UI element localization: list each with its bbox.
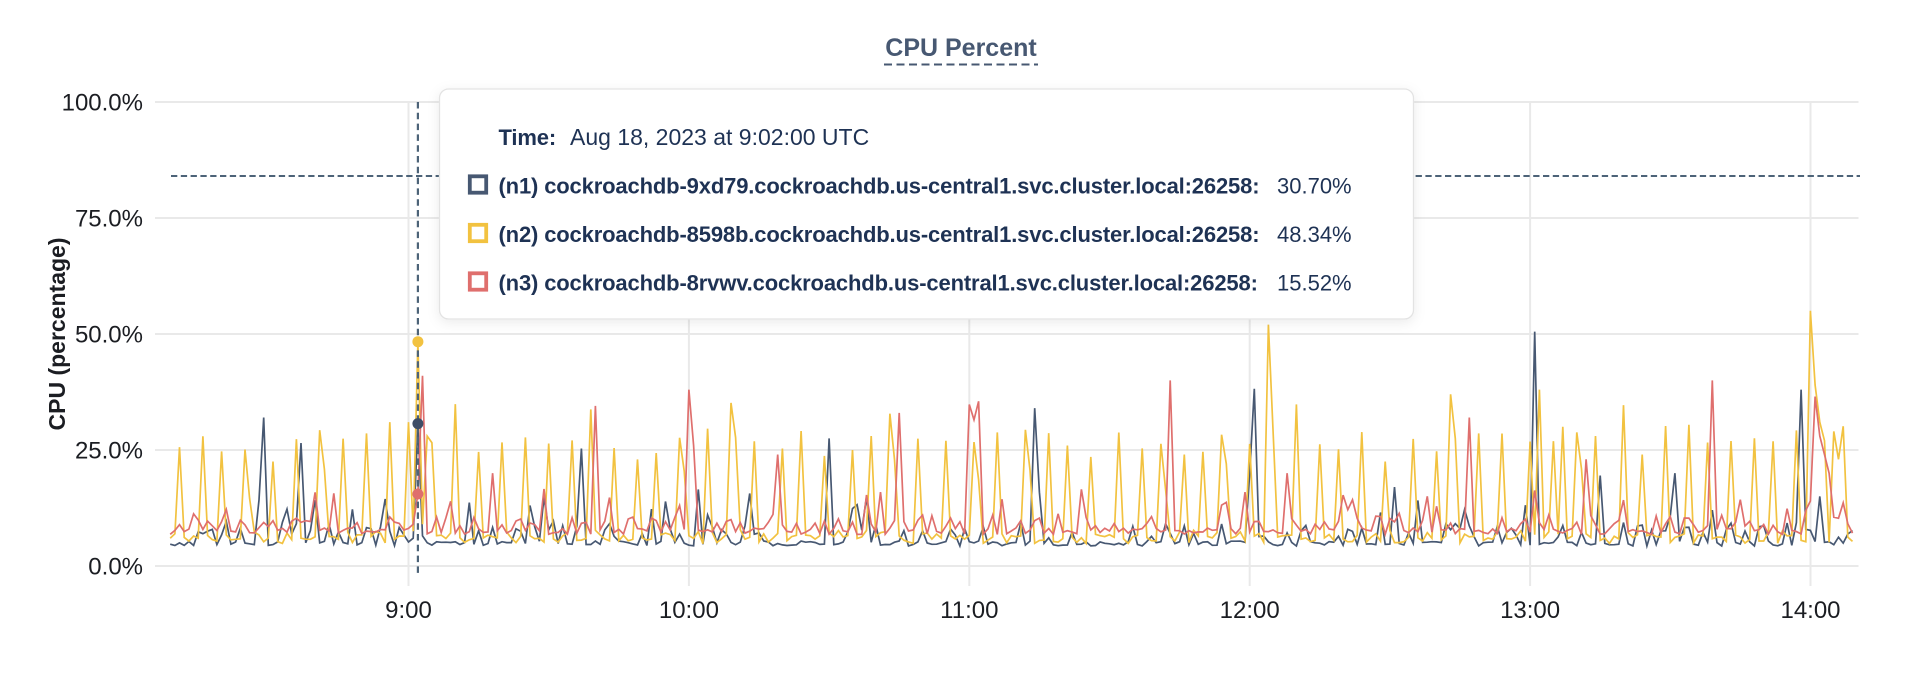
svg-text:10:00: 10:00	[659, 597, 719, 624]
svg-text:50.0%: 50.0%	[75, 322, 143, 349]
svg-text:0.0%: 0.0%	[88, 554, 143, 581]
svg-text:12:00: 12:00	[1220, 597, 1280, 624]
svg-text:25.0%: 25.0%	[75, 438, 143, 465]
svg-text:CPU Percent: CPU Percent	[885, 34, 1037, 62]
svg-text:13:00: 13:00	[1500, 597, 1560, 624]
svg-text:30.70%: 30.70%	[1277, 174, 1352, 199]
svg-text:Time:: Time:	[499, 125, 557, 150]
svg-text:100.0%: 100.0%	[62, 90, 143, 117]
svg-text:48.34%: 48.34%	[1277, 222, 1352, 247]
svg-text:(n3) cockroachdb-8rvwv.cockroa: (n3) cockroachdb-8rvwv.cockroachdb.us-ce…	[499, 271, 1258, 296]
svg-text:75.0%: 75.0%	[75, 206, 143, 233]
svg-text:15.52%: 15.52%	[1277, 271, 1352, 296]
svg-text:9:00: 9:00	[385, 597, 432, 624]
svg-text:(n1) cockroachdb-9xd79.cockroa: (n1) cockroachdb-9xd79.cockroachdb.us-ce…	[499, 174, 1260, 199]
svg-text:14:00: 14:00	[1780, 597, 1840, 624]
svg-text:CPU (percentage): CPU (percentage)	[44, 238, 70, 431]
svg-text:11:00: 11:00	[940, 597, 998, 624]
svg-text:Aug 18, 2023 at 9:02:00 UTC: Aug 18, 2023 at 9:02:00 UTC	[570, 124, 869, 150]
svg-text:(n2) cockroachdb-8598b.cockroa: (n2) cockroachdb-8598b.cockroachdb.us-ce…	[499, 222, 1260, 247]
